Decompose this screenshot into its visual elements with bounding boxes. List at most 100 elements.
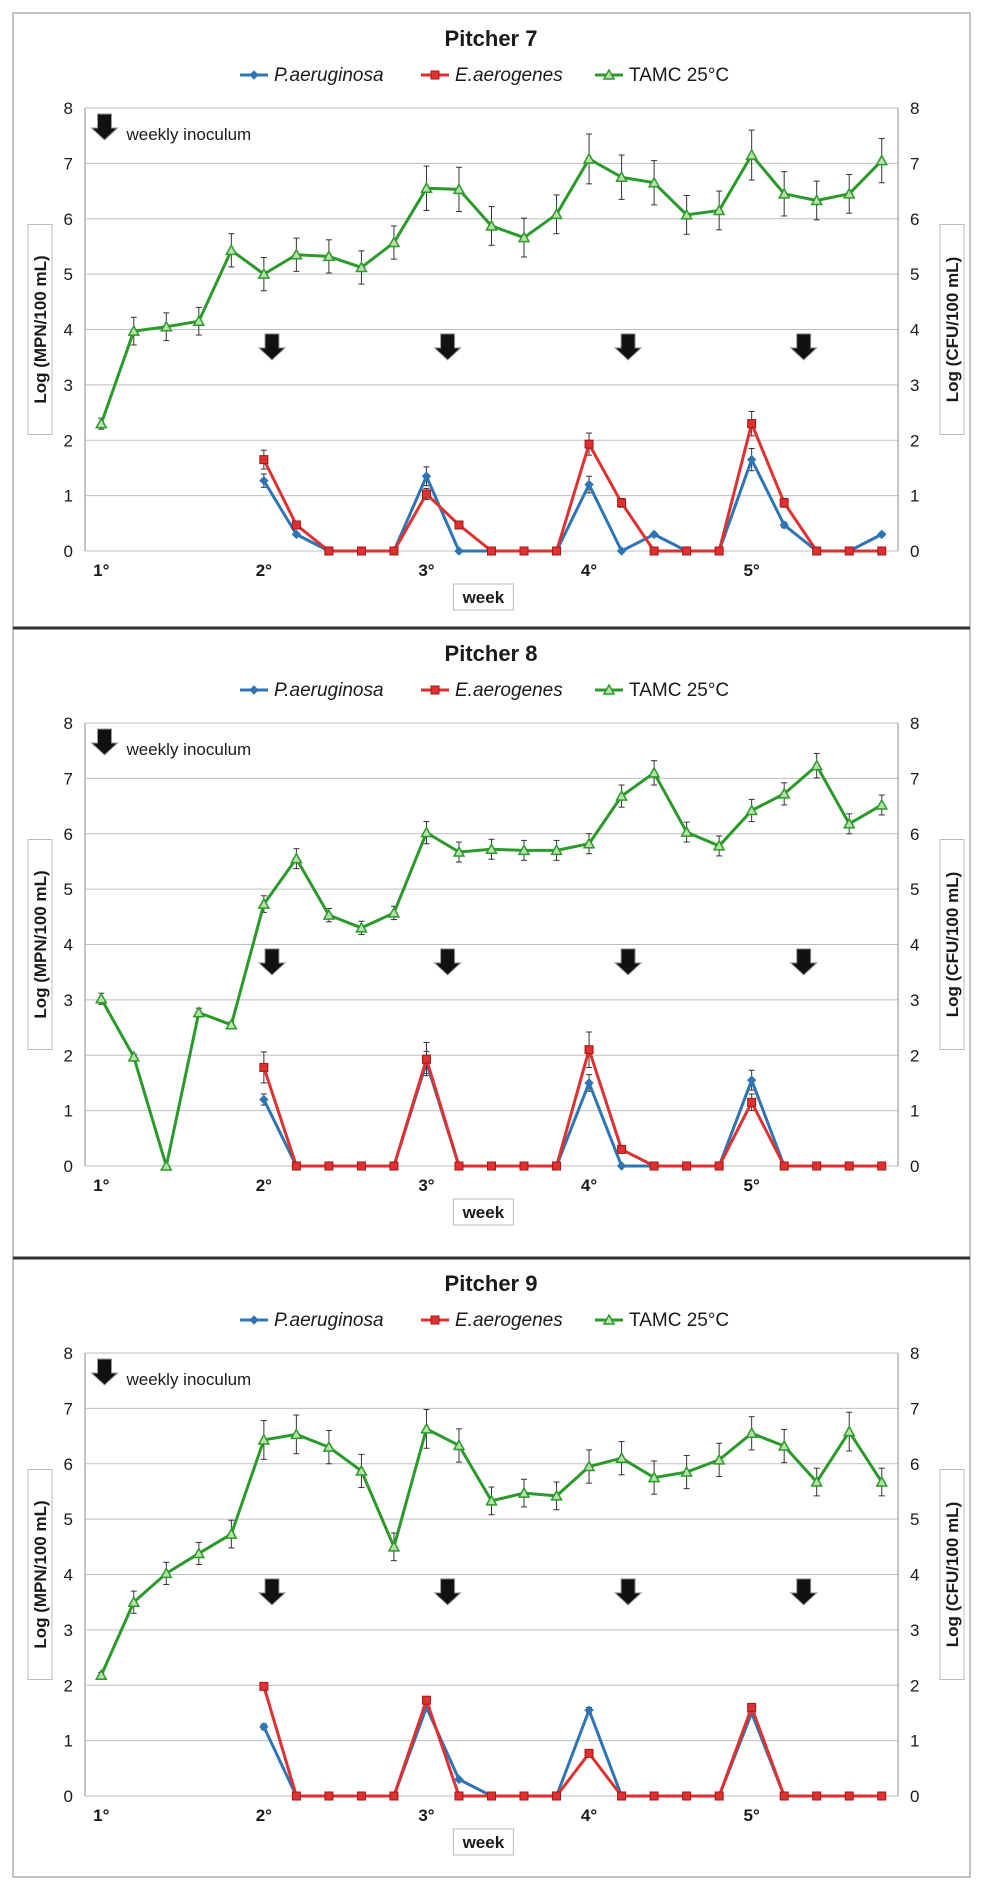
y-tick-label-left: 2 — [64, 1046, 73, 1065]
data-point-ea — [714, 1161, 724, 1171]
data-point-tamc — [582, 1459, 596, 1472]
y-tick-label-right: 8 — [910, 99, 919, 118]
legend-label-pa: P.aeruginosa — [274, 680, 384, 701]
data-point-ea — [617, 1791, 627, 1801]
series-ea — [259, 410, 887, 556]
data-point-pa — [746, 454, 757, 465]
data-point-ea — [356, 546, 366, 556]
y-tick-label-left: 2 — [64, 431, 73, 450]
inoculum-arrow-icon — [433, 1578, 462, 1606]
data-point-pa — [616, 546, 627, 556]
inoculum-annotation: weekly inoculum — [126, 125, 252, 144]
data-point-ea — [779, 498, 789, 508]
data-point-tamc — [452, 182, 466, 195]
data-point-ea — [324, 546, 334, 556]
y-axis-label-left: Log (MPN/100 mL) — [31, 255, 50, 403]
x-tick-label: 4° — [581, 561, 597, 580]
data-point-tamc — [550, 207, 563, 220]
data-point-tamc — [680, 208, 693, 220]
inoculum-arrow-icon — [257, 948, 287, 976]
data-point-tamc — [875, 1475, 889, 1487]
chart-panel-2: Pitcher 8 P.aeruginosa E.aerogenes TAMC 25°… — [27, 641, 965, 1226]
y-tick-label-left: 6 — [64, 825, 73, 844]
x-axis-label-box — [452, 583, 514, 611]
data-point-pa — [649, 529, 659, 540]
inoculum-arrow-icon — [433, 948, 462, 976]
data-point-tamc — [160, 320, 173, 332]
data-point-ea — [552, 1791, 562, 1801]
data-point-tamc — [387, 1540, 401, 1552]
x-tick-label: 5° — [744, 1806, 760, 1825]
y-axis-label-left-box — [27, 839, 53, 1050]
legend-marker — [602, 68, 616, 80]
data-point-pa — [877, 529, 887, 540]
data-point-ea — [584, 439, 594, 449]
y-tick-label-left: 4 — [64, 321, 73, 340]
inoculum-arrow-icon — [789, 333, 818, 361]
y-tick-label-right: 4 — [910, 1566, 919, 1585]
data-point-ea — [779, 1791, 789, 1801]
y-tick-label-left: 7 — [64, 1399, 73, 1418]
data-point-ea — [812, 546, 822, 556]
data-point-ea — [356, 1161, 366, 1171]
data-point-ea — [844, 1161, 854, 1171]
data-point-ea — [682, 1791, 692, 1801]
data-point-ea — [779, 1161, 789, 1171]
y-tick-label-right: 1 — [910, 1102, 919, 1121]
data-point-tamc — [777, 1439, 791, 1451]
chart-title: Pitcher 7 — [445, 26, 538, 51]
legend-label-ea: E.aerogenes — [455, 1310, 563, 1331]
data-point-tamc — [712, 203, 726, 216]
data-point-ea — [682, 1161, 692, 1171]
y-tick-label-right: 3 — [910, 376, 919, 395]
x-axis-label: week — [462, 1203, 505, 1222]
data-point-ea — [714, 546, 724, 556]
y-tick-label-left: 5 — [64, 880, 73, 899]
data-point-ea — [487, 546, 496, 556]
data-point-tamc — [420, 826, 433, 838]
data-point-tamc — [355, 260, 368, 273]
series-tamc — [94, 1408, 889, 1681]
data-point-tamc — [485, 219, 498, 231]
y-axis-label-right: Log (CFU/100 mL) — [943, 257, 962, 402]
data-point-tamc — [355, 921, 368, 933]
data-point-tamc — [420, 181, 433, 194]
legend-marker — [430, 1315, 440, 1325]
chart-panel-1: Pitcher 7 P.aeruginosa E.aerogenes TAMC 25°… — [27, 26, 965, 611]
y-tick-label-left: 8 — [64, 714, 73, 733]
y-tick-label-left: 7 — [64, 154, 73, 173]
inoculum-legend-arrow-icon — [90, 728, 119, 756]
data-point-tamc — [680, 1465, 693, 1477]
y-tick-label-left: 0 — [64, 1787, 73, 1806]
series-ea — [259, 1031, 887, 1171]
data-point-tamc — [647, 1471, 661, 1483]
data-point-tamc — [290, 248, 303, 260]
y-axis-label-right-box — [939, 1469, 965, 1680]
y-tick-label-right: 7 — [910, 769, 919, 788]
x-tick-label: 3° — [418, 1806, 434, 1825]
y-tick-label-right: 3 — [910, 991, 919, 1010]
figure-border — [12, 12, 971, 1878]
data-point-ea — [421, 489, 431, 499]
data-point-pa — [454, 546, 464, 556]
x-axis-label-box — [452, 1198, 514, 1226]
data-point-tamc — [225, 1527, 238, 1539]
data-point-ea — [844, 546, 854, 556]
y-axis-label-left: Log (MPN/100 mL) — [31, 1500, 50, 1648]
data-point-ea — [877, 1791, 887, 1801]
legend-marker — [430, 685, 440, 695]
inoculum-arrow-icon — [613, 1578, 643, 1606]
y-tick-label-right: 8 — [910, 1344, 919, 1363]
y-tick-label-right: 2 — [910, 431, 919, 450]
data-point-tamc — [810, 193, 823, 206]
series-line-tamc — [99, 153, 883, 425]
legend-label-pa: P.aeruginosa — [274, 65, 384, 86]
data-point-ea — [389, 546, 399, 556]
data-point-ea — [454, 520, 464, 530]
data-point-tamc — [94, 417, 108, 429]
data-point-tamc — [777, 187, 791, 199]
data-point-tamc — [127, 324, 141, 336]
inoculum-annotation: weekly inoculum — [126, 1370, 252, 1389]
y-axis-label-left-box — [27, 224, 53, 435]
